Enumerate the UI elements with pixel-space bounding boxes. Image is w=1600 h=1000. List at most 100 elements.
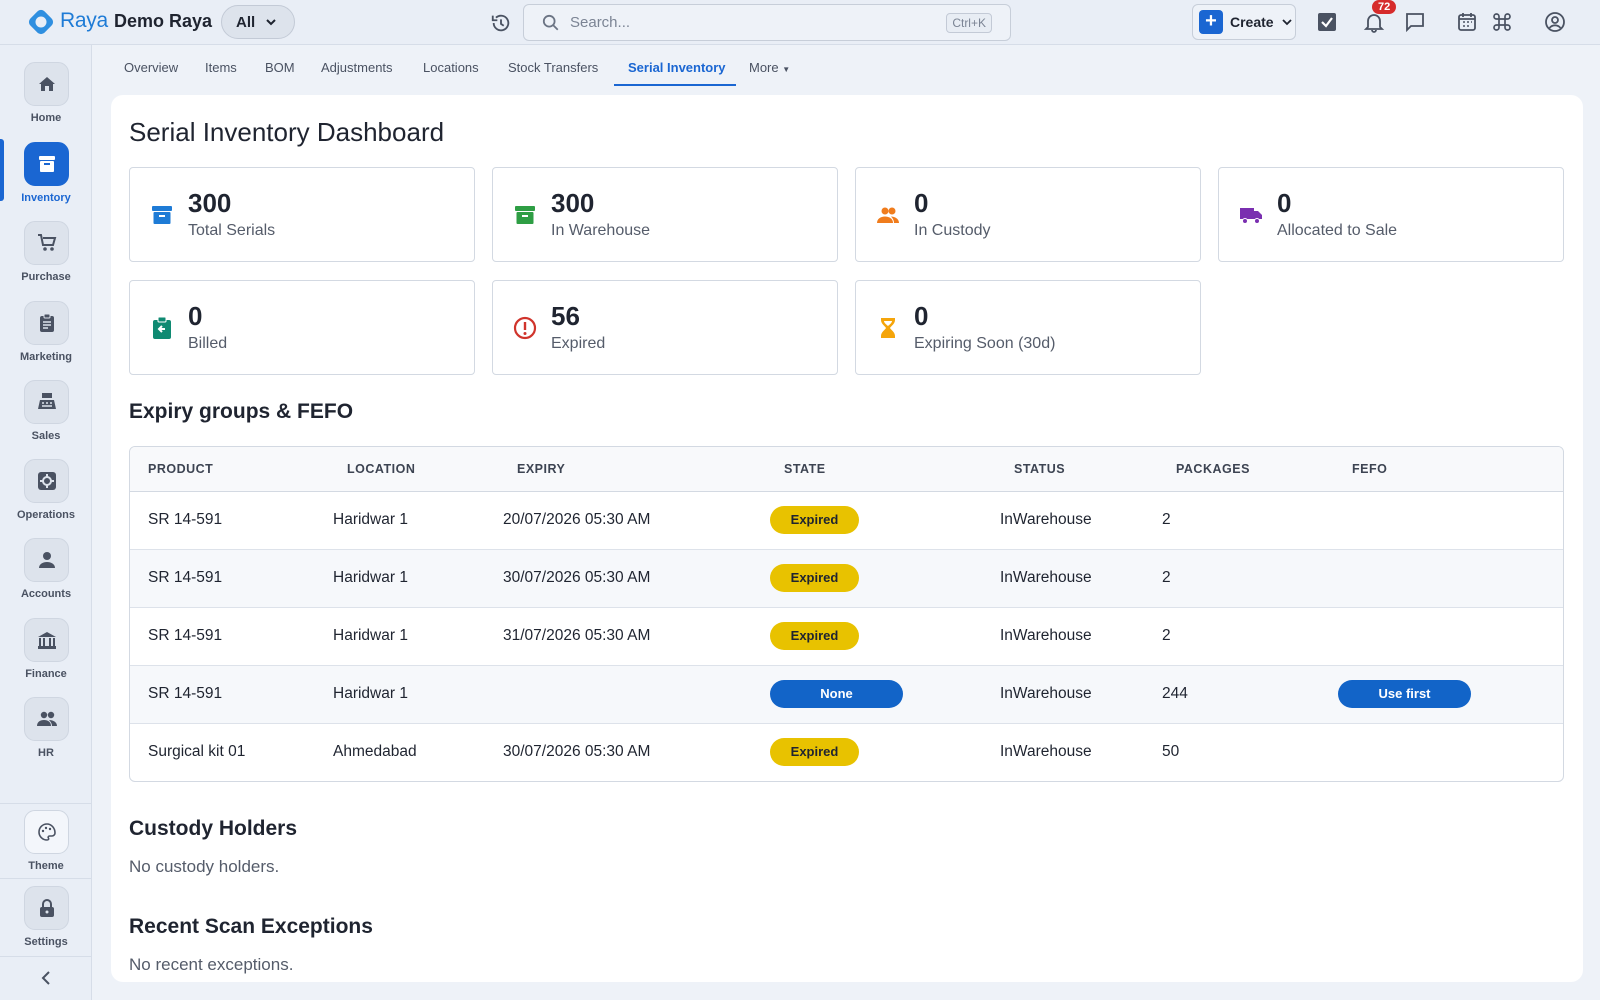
clipboard-icon (40, 313, 54, 332)
cell-packages: 244 (1162, 685, 1188, 702)
column-header-location[interactable]: LOCATION (347, 462, 416, 476)
cell-expiry: 31/07/2026 05:30 AM (503, 627, 651, 644)
column-header-product[interactable]: PRODUCT (148, 462, 214, 476)
cell-expiry: 30/07/2026 05:30 AM (503, 569, 651, 586)
tab-stock-transfers[interactable]: Stock Transfers (508, 60, 599, 75)
chat-icon[interactable] (1404, 11, 1426, 33)
palette-icon (38, 823, 56, 841)
sidebar-item-label: Settings (24, 936, 68, 948)
search-shortcut: Ctrl+K (946, 13, 992, 33)
alert-icon (513, 316, 537, 340)
page-title: Serial Inventory Dashboard (129, 117, 445, 147)
stat-value: 0 (1277, 188, 1292, 218)
command-icon[interactable] (1491, 11, 1513, 33)
sidebar-item-home[interactable]: Home (0, 62, 92, 140)
stat-card-expired: 56 Expired (492, 280, 838, 375)
column-header-packages[interactable]: PACKAGES (1176, 462, 1250, 476)
sidebar-item-settings[interactable]: Settings (0, 886, 92, 964)
calendar-icon[interactable] (1456, 11, 1478, 33)
sidebar-item-accounts[interactable]: Accounts (0, 538, 92, 616)
scan-exceptions-heading: Recent Scan Exceptions (129, 915, 373, 938)
stat-card-total-serials: 300 Total Serials (129, 167, 475, 262)
home-icon (39, 77, 55, 91)
sidebar-item-hr[interactable]: HR (0, 697, 92, 775)
register-icon (38, 393, 56, 409)
stat-label: In Warehouse (551, 222, 651, 239)
sidebar-divider (0, 956, 92, 957)
tab-items[interactable]: Items (205, 60, 237, 75)
table-row[interactable]: Surgical kit 01 Ahmedabad 30/07/2026 05:… (130, 724, 1563, 781)
scope-dropdown[interactable]: All (221, 5, 295, 39)
user-account-icon[interactable] (1544, 11, 1566, 33)
column-header-expiry[interactable]: EXPIRY (517, 462, 566, 476)
cell-product: Surgical kit 01 (148, 743, 246, 760)
cell-status: InWarehouse (1000, 743, 1092, 760)
expiry-groups-heading: Expiry groups & FEFO (129, 400, 354, 423)
sidebar-item-label: Home (30, 112, 62, 124)
search-placeholder: Search... (570, 14, 631, 31)
sidebar-item-inventory[interactable]: Inventory (0, 142, 92, 220)
stat-card-in-custody: 0 In Custody (855, 167, 1201, 262)
sidebar: Home Inventory Purchase Marketing Sales … (0, 45, 92, 1000)
tab-locations[interactable]: Locations (423, 60, 479, 75)
org-name[interactable]: Demo Raya (114, 11, 213, 31)
tab-more[interactable]: More ▼ (749, 60, 790, 75)
sidebar-item-finance[interactable]: Finance (0, 618, 92, 696)
column-header-status[interactable]: STATUS (1014, 462, 1066, 476)
table-row[interactable]: SR 14-591 Haridwar 1 30/07/2026 05:30 AM… (130, 550, 1563, 608)
billed-icon (153, 316, 171, 339)
active-indicator (0, 139, 4, 201)
tab-bom[interactable]: BOM (265, 60, 295, 75)
cell-status: InWarehouse (1000, 685, 1092, 702)
column-header-fefo[interactable]: FEFO (1352, 462, 1388, 476)
collapse-sidebar-icon[interactable] (36, 968, 56, 988)
exceptions-empty-text: No recent exceptions. (129, 955, 294, 974)
tab-serial-inventory[interactable]: Serial Inventory (628, 60, 726, 75)
search-input[interactable]: Search... Ctrl+K (523, 4, 1011, 41)
tab-adjustments[interactable]: Adjustments (321, 60, 393, 75)
tasks-icon[interactable] (1316, 11, 1338, 33)
plus-icon: + (1199, 10, 1223, 34)
cell-location: Haridwar 1 (333, 627, 408, 644)
table-row[interactable]: SR 14-591 Haridwar 1 20/07/2026 05:30 AM… (130, 492, 1563, 550)
table-row[interactable]: SR 14-591 Haridwar 1 None InWarehouse 24… (130, 666, 1563, 724)
main-card: Serial Inventory Dashboard 300 Total Ser… (111, 95, 1583, 982)
cell-product: SR 14-591 (148, 627, 223, 644)
stat-label: Expired (551, 335, 606, 352)
cell-product: SR 14-591 (148, 685, 223, 702)
stat-value: 0 (914, 188, 929, 218)
stat-label: Expiring Soon (30d) (914, 335, 1056, 352)
cell-expiry: 20/07/2026 05:30 AM (503, 511, 651, 528)
column-header-state[interactable]: STATE (784, 462, 826, 476)
chevron-down-icon (266, 19, 276, 26)
sidebar-item-sales[interactable]: Sales (0, 380, 92, 458)
sidebar-item-theme[interactable]: Theme (0, 810, 92, 888)
bank-icon (38, 632, 56, 649)
raya-logo-icon (28, 9, 54, 35)
tab-overview[interactable]: Overview (124, 60, 179, 75)
sidebar-item-operations[interactable]: Operations (0, 459, 92, 537)
sidebar-item-label: Accounts (20, 588, 72, 600)
cell-location: Haridwar 1 (333, 569, 408, 586)
bell-icon[interactable] (1363, 11, 1385, 33)
archive-icon (152, 206, 172, 224)
table-row[interactable]: SR 14-591 Haridwar 1 31/07/2026 05:30 AM… (130, 608, 1563, 666)
history-icon[interactable] (490, 12, 512, 34)
cell-product: SR 14-591 (148, 511, 223, 528)
state-badge: Expired (770, 622, 859, 650)
sidebar-item-label: Theme (28, 860, 64, 872)
create-button[interactable]: + Create (1192, 4, 1296, 40)
inventory-icon (39, 156, 55, 172)
people-icon (37, 711, 57, 726)
state-badge: Expired (770, 506, 859, 534)
use-first-button[interactable]: Use first (1338, 680, 1471, 708)
sidebar-item-marketing[interactable]: Marketing (0, 301, 92, 379)
cart-icon (38, 234, 57, 251)
stat-label: Billed (188, 335, 228, 352)
stat-card-billed: 0 Billed (129, 280, 475, 375)
sidebar-item-label: HR (38, 747, 54, 759)
sidebar-item-label: Marketing (20, 351, 72, 363)
stat-card-in-warehouse: 300 In Warehouse (492, 167, 838, 262)
sidebar-item-purchase[interactable]: Purchase (0, 221, 92, 299)
sidebar-divider (0, 878, 92, 879)
